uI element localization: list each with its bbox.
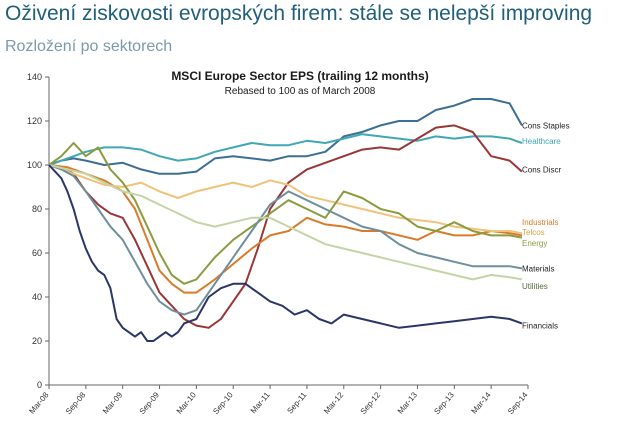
y-tick-label: 20 bbox=[32, 336, 42, 346]
y-tick-label: 40 bbox=[32, 292, 42, 302]
series-line-energy bbox=[48, 142, 523, 285]
y-tick-label: 0 bbox=[37, 380, 42, 390]
y-tick-label: 100 bbox=[27, 160, 42, 170]
x-tick-label: Mar-08 bbox=[27, 390, 51, 416]
series-line-healthcare bbox=[48, 133, 523, 166]
x-tick-label: Sep-08 bbox=[64, 390, 88, 416]
x-tick-label: Mar-11 bbox=[249, 390, 272, 415]
series-label-cons-staples: Cons Staples bbox=[522, 121, 570, 130]
x-tick-label: Mar-10 bbox=[175, 390, 199, 416]
series-label-healthcare: Healthcare bbox=[522, 137, 561, 146]
series-label-materials: Materials bbox=[522, 264, 554, 273]
chart-series-labels: Cons Staples Healthcare Cons Discr Industri… bbox=[522, 121, 570, 330]
series-line-industrials bbox=[48, 164, 523, 294]
x-tick-label: Sep-14 bbox=[506, 390, 530, 416]
page-title: Oživení ziskovosti evropských firem: stá… bbox=[5, 2, 593, 25]
y-tick-label: 140 bbox=[27, 72, 42, 82]
x-tick-label: Sep-13 bbox=[432, 390, 456, 416]
y-tick-label: 60 bbox=[32, 248, 42, 258]
x-tick-label: Mar-14 bbox=[470, 390, 494, 416]
series-line-materials bbox=[48, 164, 523, 316]
series-label-cons-discr: Cons Discr bbox=[522, 165, 561, 174]
x-tick-label: Mar-13 bbox=[396, 390, 420, 416]
x-tick-label: Mar-12 bbox=[322, 390, 346, 416]
x-tick-label: Sep-11 bbox=[285, 390, 308, 416]
series-label-financials: Financials bbox=[522, 322, 558, 331]
series-line-cons-staples bbox=[48, 98, 523, 175]
chart-subtitle: Rebased to 100 as of March 2008 bbox=[225, 86, 376, 97]
x-tick-label: Mar-09 bbox=[101, 390, 125, 416]
series-line-financials bbox=[48, 164, 523, 342]
x-tick-label: Sep-12 bbox=[359, 390, 383, 416]
chart-series bbox=[48, 98, 523, 342]
x-tick-label: Sep-10 bbox=[211, 390, 235, 416]
y-tick-label: 120 bbox=[27, 116, 42, 126]
series-label-telcos: Telcos bbox=[522, 228, 545, 237]
series-label-utilities: Utilities bbox=[522, 282, 548, 291]
series-line-utilities bbox=[48, 164, 523, 281]
page-subtitle: Rozložení po sektorech bbox=[5, 38, 173, 55]
series-label-energy: Energy bbox=[522, 239, 547, 248]
series-label-industrials: Industrials bbox=[522, 218, 558, 227]
chart-axes: 0 20 40 60 80 100 120 140 Mar-08 Sep-08 Mar-09 Sep-… bbox=[27, 72, 530, 416]
x-tick-label: Sep-09 bbox=[138, 390, 162, 416]
chart-title: MSCI Europe Sector EPS (trailing 12 mont… bbox=[171, 69, 428, 83]
y-tick-label: 80 bbox=[32, 204, 42, 214]
